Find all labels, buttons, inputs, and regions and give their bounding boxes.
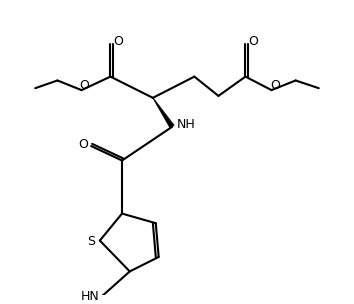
Text: S: S xyxy=(87,235,95,248)
Text: NH: NH xyxy=(176,118,195,131)
Text: O: O xyxy=(113,35,123,48)
Text: O: O xyxy=(79,138,88,150)
Text: O: O xyxy=(80,79,89,92)
Polygon shape xyxy=(153,98,175,128)
Text: O: O xyxy=(270,79,280,92)
Text: O: O xyxy=(248,35,258,48)
Text: HN: HN xyxy=(81,290,99,303)
